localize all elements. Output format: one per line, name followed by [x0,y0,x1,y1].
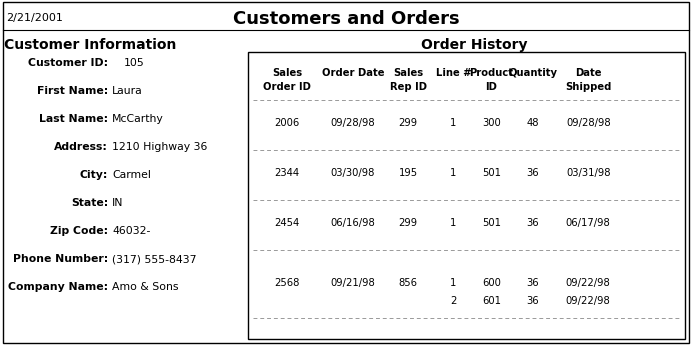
Text: Company Name:: Company Name: [8,282,108,292]
Text: Zip Code:: Zip Code: [50,226,108,236]
Text: Order ID: Order ID [263,82,311,92]
Text: 36: 36 [527,278,539,288]
Text: 2006: 2006 [275,118,300,128]
Text: City:: City: [80,170,108,180]
Text: (317) 555-8437: (317) 555-8437 [112,254,197,264]
Text: Order Date: Order Date [322,68,384,78]
Text: 105: 105 [124,58,145,68]
Text: 1210 Highway 36: 1210 Highway 36 [112,142,208,152]
Text: Laura: Laura [112,86,143,96]
Text: 03/30/98: 03/30/98 [331,168,375,178]
Text: 06/16/98: 06/16/98 [331,218,375,228]
Text: Customers and Orders: Customers and Orders [233,10,459,28]
Text: Date: Date [575,68,601,78]
Text: Amo & Sons: Amo & Sons [112,282,179,292]
Text: Last Name:: Last Name: [39,114,108,124]
Text: 600: 600 [482,278,501,288]
Text: 2454: 2454 [275,218,300,228]
Text: ID: ID [485,82,498,92]
Text: Sales: Sales [272,68,302,78]
Text: 501: 501 [482,168,501,178]
Text: 856: 856 [399,278,418,288]
Text: Order History: Order History [421,38,527,52]
Text: 48: 48 [527,118,539,128]
Text: Rep ID: Rep ID [390,82,427,92]
Text: Customer Information: Customer Information [4,38,176,52]
Text: Line #: Line # [435,68,471,78]
Text: State:: State: [71,198,108,208]
Text: Quantity: Quantity [509,68,557,78]
Text: 299: 299 [399,118,418,128]
Text: McCarthy: McCarthy [112,114,164,124]
Text: Phone Number:: Phone Number: [12,254,108,264]
Text: Sales: Sales [393,68,424,78]
Text: IN: IN [112,198,123,208]
Text: 09/21/98: 09/21/98 [331,278,375,288]
Text: 03/31/98: 03/31/98 [566,168,610,178]
Text: Address:: Address: [54,142,108,152]
Text: 1: 1 [450,218,457,228]
Text: 2344: 2344 [275,168,300,178]
Text: 36: 36 [527,218,539,228]
Text: 300: 300 [482,118,501,128]
Text: 195: 195 [399,168,418,178]
Text: 09/22/98: 09/22/98 [566,296,610,306]
Text: 1: 1 [450,118,457,128]
Text: 2568: 2568 [275,278,300,288]
Text: 1: 1 [450,168,457,178]
Text: 299: 299 [399,218,418,228]
Text: 09/22/98: 09/22/98 [566,278,610,288]
Text: 36: 36 [527,296,539,306]
FancyBboxPatch shape [248,52,685,339]
Text: 2/21/2001: 2/21/2001 [6,13,63,23]
Text: 1: 1 [450,278,457,288]
Text: Customer ID:: Customer ID: [28,58,108,68]
Text: Shipped: Shipped [565,82,612,92]
Text: 501: 501 [482,218,501,228]
Text: First Name:: First Name: [37,86,108,96]
Text: 2: 2 [450,296,457,306]
Text: 09/28/98: 09/28/98 [566,118,610,128]
Text: 601: 601 [482,296,501,306]
Text: 36: 36 [527,168,539,178]
Text: 46032-: 46032- [112,226,150,236]
Text: 06/17/98: 06/17/98 [566,218,610,228]
Text: Carmel: Carmel [112,170,151,180]
FancyBboxPatch shape [3,2,689,343]
Text: Product: Product [469,68,513,78]
Text: 09/28/98: 09/28/98 [331,118,375,128]
